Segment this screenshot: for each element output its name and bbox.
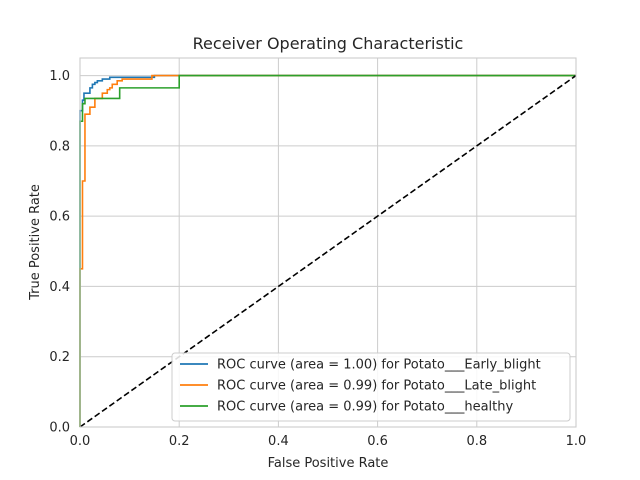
- legend: ROC curve (area = 1.00) for Potato___Ear…: [171, 352, 571, 422]
- x-tick-label: 0.4: [268, 434, 289, 449]
- y-tick-label: 0.4: [49, 280, 70, 295]
- roc-curve-series-3: [79, 74, 576, 427]
- x-tick-label: 0.6: [367, 434, 388, 449]
- roc-curves: [79, 74, 577, 428]
- y-tick-label: 1.0: [49, 69, 70, 84]
- chart-title: Receiver Operating Characteristic: [193, 34, 464, 53]
- x-tick-label: 0.0: [70, 434, 91, 449]
- x-tick-label: 1.0: [566, 434, 587, 449]
- y-axis-label: True Positive Rate: [28, 184, 43, 301]
- x-tick-label: 0.2: [169, 434, 190, 449]
- legend-label-3: ROC curve (area = 0.99) for Potato___hea…: [217, 400, 514, 415]
- legend-label-1: ROC curve (area = 1.00) for Potato___Ear…: [217, 358, 541, 373]
- x-tick-labels: 0.0 0.2 0.4 0.6 0.8 1.0: [70, 434, 587, 449]
- y-tick-label: 0.0: [49, 421, 70, 436]
- y-tick-label: 0.2: [49, 350, 70, 365]
- x-axis-label: False Positive Rate: [268, 456, 389, 471]
- legend-label-2: ROC curve (area = 0.99) for Potato___Lat…: [217, 379, 536, 394]
- legend-box: [171, 352, 571, 422]
- x-tick-label: 0.8: [466, 434, 487, 449]
- roc-curve-series-2: [79, 74, 576, 427]
- chance-reference-line: [79, 74, 577, 428]
- y-tick-labels: 0.0 0.2 0.4 0.6 0.8 1.0: [49, 69, 70, 435]
- roc-curve-series-1: [79, 74, 576, 427]
- y-tick-label: 0.6: [49, 210, 70, 225]
- plot-frame: [79, 57, 577, 428]
- y-tick-label: 0.8: [49, 139, 70, 154]
